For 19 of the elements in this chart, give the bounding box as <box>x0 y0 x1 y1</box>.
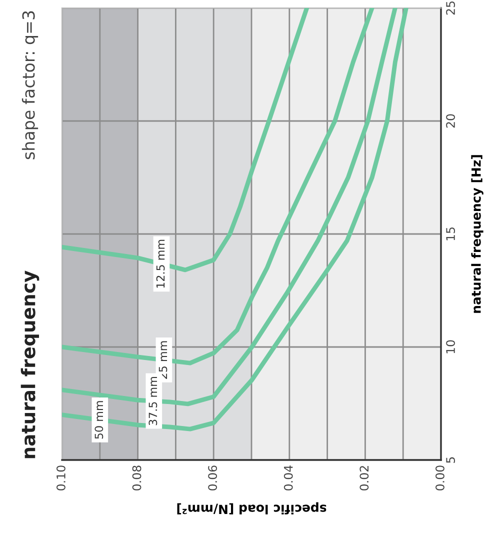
y-tick-label: 10 <box>446 340 455 354</box>
y-axis-title: natural frequency [Hz] <box>471 155 484 313</box>
line-series <box>62 8 374 366</box>
y-tick-label: 5 <box>446 457 455 463</box>
text: shape factor: q=3 <box>22 11 38 160</box>
x-tick-label: 0.04 <box>284 466 293 490</box>
x-tick-label: 0.00 <box>435 466 444 490</box>
y-tick-label: 20 <box>446 114 455 128</box>
text: 37.5 mm <box>148 376 158 426</box>
x-tick-label: 0.06 <box>208 466 218 490</box>
y-tick-label: 15 <box>446 228 455 240</box>
text: 50 mm <box>94 401 104 439</box>
x-axis-title: specific load [N/mm²] <box>177 502 326 514</box>
x-tick-label: 0.10 <box>56 466 66 490</box>
x-tick-label: 0.02 <box>360 466 369 490</box>
y-tick-label: 25 <box>446 2 455 15</box>
text: 12.5 mm <box>156 240 165 288</box>
x-tick-label: 0.08 <box>132 466 142 490</box>
text: natural frequency <box>20 270 40 458</box>
